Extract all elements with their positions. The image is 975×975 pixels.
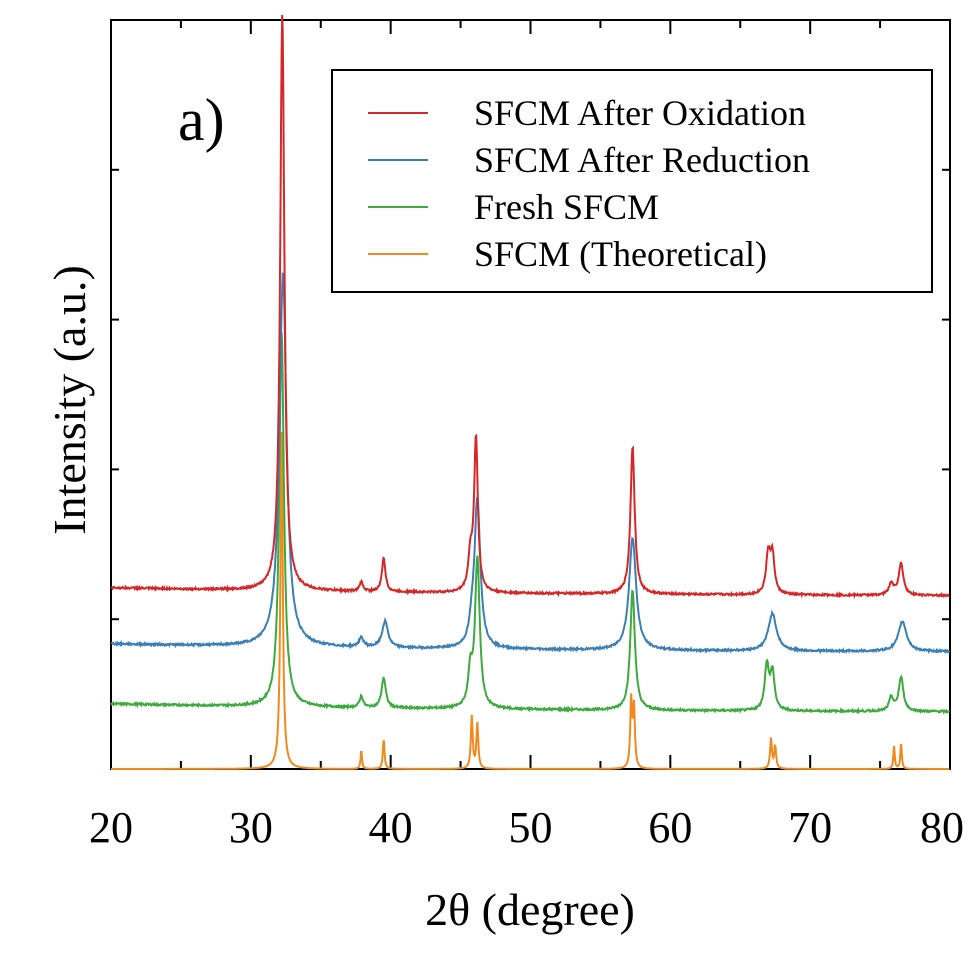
series-line <box>111 431 950 770</box>
x-tick-label: 30 <box>229 803 273 852</box>
legend-label: SFCM After Reduction <box>474 140 810 180</box>
x-tick-label: 80 <box>920 803 964 852</box>
tick-marks <box>110 20 951 769</box>
x-tick-label: 50 <box>509 803 553 852</box>
legend-label: SFCM (Theoretical) <box>474 234 767 274</box>
legend: SFCM After Oxidation SFCM After Reduction… <box>331 69 933 293</box>
series-lines <box>110 14 951 770</box>
x-tick-label: 40 <box>369 803 413 852</box>
x-tick-label: 70 <box>788 803 832 852</box>
series-line <box>110 332 951 716</box>
legend-label: SFCM After Oxidation <box>474 93 806 133</box>
legend-label: Fresh SFCM <box>474 187 659 227</box>
x-tick-label: 20 <box>89 803 133 852</box>
legend-box <box>331 69 933 293</box>
series-line <box>110 272 951 655</box>
x-axis-title: 2θ (degree) <box>425 884 635 935</box>
x-tick-labels: 20 30 40 50 60 70 80 <box>89 803 964 852</box>
series-line <box>110 14 951 599</box>
panel-label: a) <box>178 87 225 153</box>
x-tick-label: 60 <box>648 803 692 852</box>
y-axis-title: Intensity (a.u.) <box>44 265 95 535</box>
